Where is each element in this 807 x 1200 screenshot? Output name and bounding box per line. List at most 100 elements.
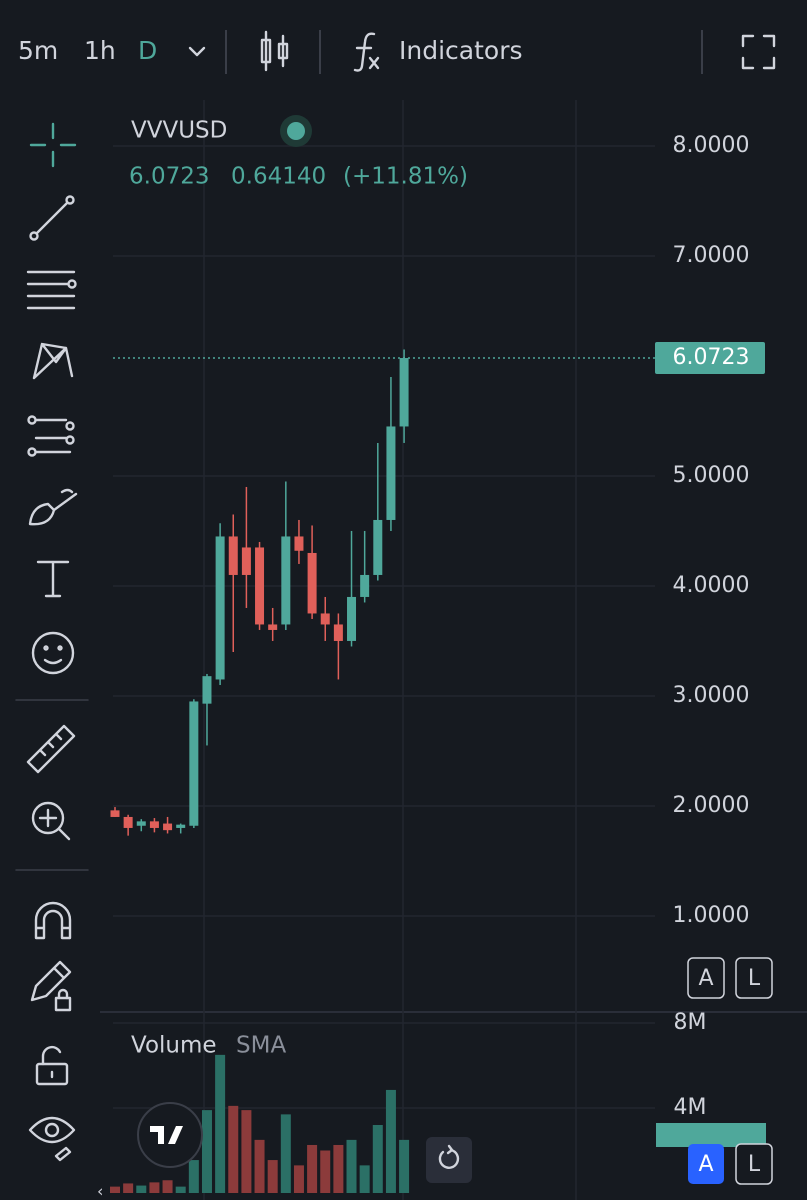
emoji-tool[interactable] (31, 631, 75, 675)
ruler-tool[interactable] (26, 724, 76, 774)
volume-auto-scale-label: A (698, 1152, 713, 1177)
fib-tool[interactable] (26, 270, 77, 310)
volume-bar (254, 1139, 265, 1193)
candle-body (373, 519, 383, 575)
lock-drawing-tool[interactable] (30, 960, 72, 1012)
volume-bar (136, 1185, 147, 1193)
volume-bar (399, 1139, 410, 1193)
interval-d[interactable]: D (138, 36, 157, 65)
candle-body (176, 824, 186, 828)
auto-scale-button[interactable] (687, 957, 725, 999)
y-tick-label: 8.0000 (673, 133, 750, 158)
volume-bar (149, 1182, 160, 1193)
change-percent: (+11.81%) (343, 164, 468, 190)
y-tick-label: 1.0000 (673, 903, 750, 928)
volume-auto-scale-button[interactable] (688, 1144, 724, 1184)
candle-body (228, 536, 238, 575)
candle-body (281, 536, 291, 625)
volume-bar (201, 1110, 212, 1193)
candle-body (399, 358, 409, 427)
candle-body (202, 676, 212, 704)
volume-bar (385, 1089, 396, 1193)
lock-tool[interactable] (35, 1045, 69, 1086)
logo-mark (150, 1126, 183, 1144)
volume-title: Volume (131, 1033, 217, 1059)
y-tick-label: 5.0000 (673, 463, 750, 488)
volume-log-scale-label: L (748, 1152, 761, 1177)
symbol: VVVUSD (131, 118, 227, 144)
indicators-button[interactable]: Indicators (399, 36, 523, 65)
candle-body (360, 574, 370, 597)
prediction-tool[interactable] (27, 415, 75, 457)
change: 0.64140 (231, 164, 326, 190)
text-tool[interactable] (36, 560, 70, 598)
volume-bar (320, 1150, 331, 1193)
candle-body (241, 547, 251, 575)
last-price: 6.0723 (129, 164, 209, 190)
candle-body (268, 624, 278, 630)
volume-bar (346, 1139, 357, 1193)
reset-icon (438, 1144, 460, 1169)
log-scale-button[interactable] (735, 957, 773, 999)
candle-body (149, 821, 159, 828)
interval-1h[interactable]: 1h (84, 36, 116, 65)
crosshair-tool[interactable] (29, 122, 77, 168)
candle-body (294, 536, 304, 551)
candle-body (215, 536, 225, 680)
magnet-tool[interactable] (34, 901, 72, 940)
candle-body (136, 821, 146, 826)
volume-bar (359, 1165, 370, 1193)
y-tick-label: 7.0000 (673, 243, 750, 268)
visibility-tool[interactable] (28, 1116, 76, 1162)
volume-price-label (656, 1123, 766, 1147)
volume-bar (267, 1160, 278, 1193)
volume-bar (280, 1114, 291, 1193)
fullscreen-button[interactable] (741, 34, 776, 70)
interval-5m[interactable]: 5m (18, 36, 58, 65)
volume-bar (162, 1180, 173, 1193)
trend-line-tool[interactable] (29, 195, 75, 241)
log-scale-label: L (748, 966, 761, 991)
volume-bar (123, 1183, 134, 1193)
volume-log-scale-button[interactable] (735, 1143, 773, 1185)
y-tick-label: 8M (674, 1010, 707, 1035)
chart-layer: 1.0000 2.0000 3.0000 4.0000 5.0000 7.0000 8.00… (110, 133, 765, 1193)
candle-body (110, 810, 120, 817)
scroll-left[interactable]: ‹ (97, 1182, 103, 1200)
candle-body (255, 547, 265, 625)
candle-body (320, 613, 330, 625)
candle-body (123, 816, 133, 828)
y-tick-label: 3.0000 (673, 683, 750, 708)
volume-bar (307, 1144, 318, 1193)
volume-bar (215, 1054, 226, 1193)
candle-body (333, 624, 343, 641)
interval-menu[interactable] (188, 46, 206, 57)
volume-bar (188, 1160, 199, 1193)
candle-body (347, 596, 357, 641)
y-tick-label: 4.0000 (673, 573, 750, 598)
volume-indicator: SMA (236, 1033, 286, 1059)
volume-bar (175, 1186, 186, 1193)
last-price-label: 6.0723 (673, 345, 750, 370)
zoom-tool[interactable] (31, 801, 71, 841)
y-tick-label: 2.0000 (673, 793, 750, 818)
fx-icon[interactable] (353, 32, 380, 72)
chart-type-button[interactable] (260, 30, 289, 72)
brush-tool[interactable] (28, 488, 78, 526)
volume-bar (372, 1124, 383, 1193)
tradingview-logo[interactable] (137, 1102, 203, 1168)
candle-body (189, 701, 199, 826)
candle-body (386, 426, 396, 520)
pattern-tool[interactable] (32, 342, 74, 380)
reset-button[interactable] (426, 1137, 472, 1183)
volume-bar (110, 1186, 120, 1193)
market-status (287, 122, 305, 140)
drawing-tools (15, 122, 89, 1162)
y-tick-label: 4M (674, 1095, 707, 1120)
grid (113, 100, 655, 1200)
candle-body (307, 552, 317, 614)
volume-bar (241, 1110, 252, 1193)
last-price-box (655, 342, 765, 375)
volume-bar (293, 1165, 304, 1193)
